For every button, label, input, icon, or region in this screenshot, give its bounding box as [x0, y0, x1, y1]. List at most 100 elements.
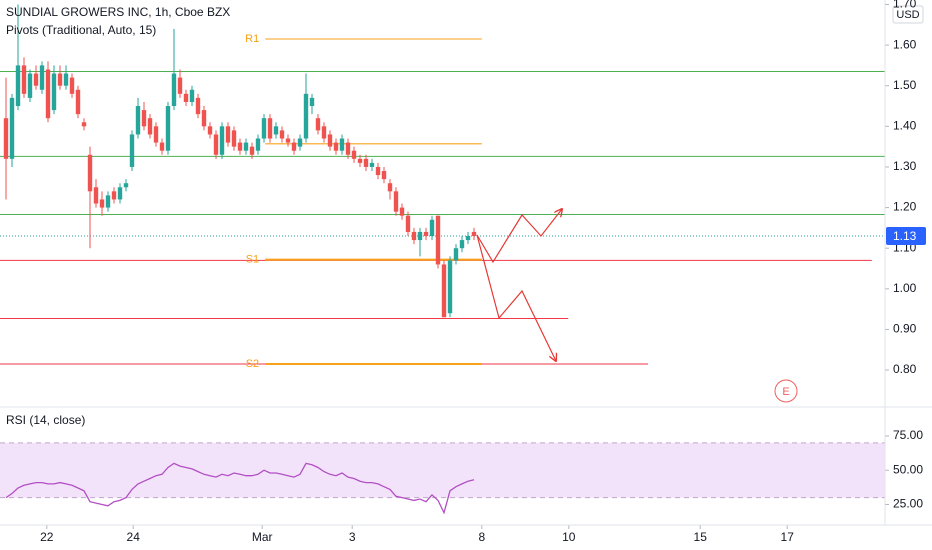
candle-body: [225, 126, 231, 143]
candle-body: [273, 126, 279, 135]
candle-body: [459, 240, 465, 249]
candle-body: [129, 134, 135, 167]
candle-body: [471, 231, 477, 237]
x-tick-label: 24: [127, 530, 141, 544]
candle-body: [231, 130, 237, 147]
rsi-band: [0, 442, 885, 498]
candle-body: [381, 171, 387, 180]
x-tick-label: 15: [694, 530, 708, 544]
candle-body: [255, 138, 261, 151]
candle-body: [177, 77, 183, 94]
y-tick-label: 0.90: [893, 322, 917, 336]
y-tick-label: 1.00: [893, 281, 917, 295]
candle-body: [351, 150, 357, 159]
candle-body: [9, 97, 15, 159]
x-tick-label: 22: [40, 530, 54, 544]
candle-body: [195, 97, 201, 115]
candle-body: [285, 138, 291, 143]
candle-body: [303, 93, 309, 139]
candle-body: [369, 162, 375, 167]
candle-body: [333, 142, 339, 151]
candle-body: [453, 248, 459, 261]
candle-body: [87, 154, 93, 192]
candle-body: [387, 183, 393, 192]
last-price-label: 1.13: [893, 229, 917, 243]
candle-body: [165, 106, 171, 151]
candle-body: [99, 199, 105, 208]
candle-body: [327, 134, 333, 147]
candle-body: [69, 77, 75, 94]
candle-body: [93, 187, 99, 204]
candle-body: [219, 126, 225, 155]
candle-body: [111, 191, 117, 200]
candle-body: [435, 215, 441, 265]
pivot-label: S2: [246, 358, 259, 370]
candle-body: [297, 138, 303, 147]
pivot-label: S1: [246, 253, 259, 265]
candle-body: [33, 73, 39, 86]
candle-body: [117, 187, 123, 200]
currency-box: [892, 5, 924, 24]
candle-body: [429, 219, 435, 237]
rsi-tick-label: 50.00: [893, 462, 923, 476]
candle-body: [39, 65, 45, 90]
candle-body: [3, 118, 9, 159]
candle-body: [105, 195, 111, 208]
candle-body: [15, 65, 21, 107]
candle-body: [237, 142, 243, 151]
candle-body: [261, 118, 267, 139]
y-tick-label: 1.20: [893, 200, 917, 214]
candle-body: [189, 89, 195, 102]
candle-body: [27, 73, 33, 98]
x-tick-label: 8: [478, 530, 485, 544]
x-tick-label: Mar: [252, 530, 273, 544]
candle-body: [135, 106, 141, 135]
candle-body: [45, 69, 51, 119]
rsi-title: RSI (14, close): [6, 413, 85, 427]
candle-body: [309, 97, 315, 107]
x-tick-label: 10: [562, 530, 576, 544]
candle-body: [321, 126, 327, 139]
candle-body: [243, 142, 249, 151]
rsi-line: [5, 462, 475, 515]
event-label[interactable]: E: [782, 386, 789, 398]
candle-body: [213, 134, 219, 155]
candle-body: [75, 89, 81, 115]
candle-body: [399, 207, 405, 216]
chart-title: SUNDIAL GROWERS INC, 1h, Cboe BZX: [6, 5, 230, 19]
x-tick-label: 3: [349, 530, 356, 544]
candle-body: [171, 73, 177, 107]
forecast-arrow: [476, 209, 562, 264]
event-circle[interactable]: [774, 379, 798, 403]
candle-body: [153, 126, 159, 143]
candle-body: [291, 142, 297, 151]
candle-body: [207, 126, 213, 135]
rsi-tick-label: 25.00: [893, 497, 923, 511]
y-tick-label: 0.80: [893, 362, 917, 376]
currency-label: USD: [896, 9, 919, 21]
candle-body: [375, 166, 381, 176]
candle-body: [345, 142, 351, 155]
x-tick-label: 17: [781, 530, 795, 544]
candle-body: [393, 191, 399, 212]
candle-body: [279, 130, 285, 139]
candle-body: [405, 215, 411, 232]
y-tick-label: 1.40: [893, 119, 917, 133]
candle-body: [249, 146, 255, 155]
candle-body: [417, 231, 423, 241]
y-tick-label: 1.50: [893, 78, 917, 92]
candle-body: [141, 110, 147, 127]
rsi-tick-label: 75.00: [893, 428, 923, 442]
candle-body: [339, 138, 345, 151]
y-tick-label: 1.30: [893, 159, 917, 173]
candle-body: [423, 231, 429, 237]
candle-body: [159, 142, 165, 151]
candle-body: [363, 158, 369, 167]
y-tick-label: 1.70: [893, 0, 917, 11]
forecast-arrow: [476, 234, 556, 361]
candle-body: [267, 118, 273, 139]
candle-body: [123, 183, 129, 188]
y-tick-label: 1.60: [893, 37, 917, 51]
candle-body: [447, 260, 453, 314]
